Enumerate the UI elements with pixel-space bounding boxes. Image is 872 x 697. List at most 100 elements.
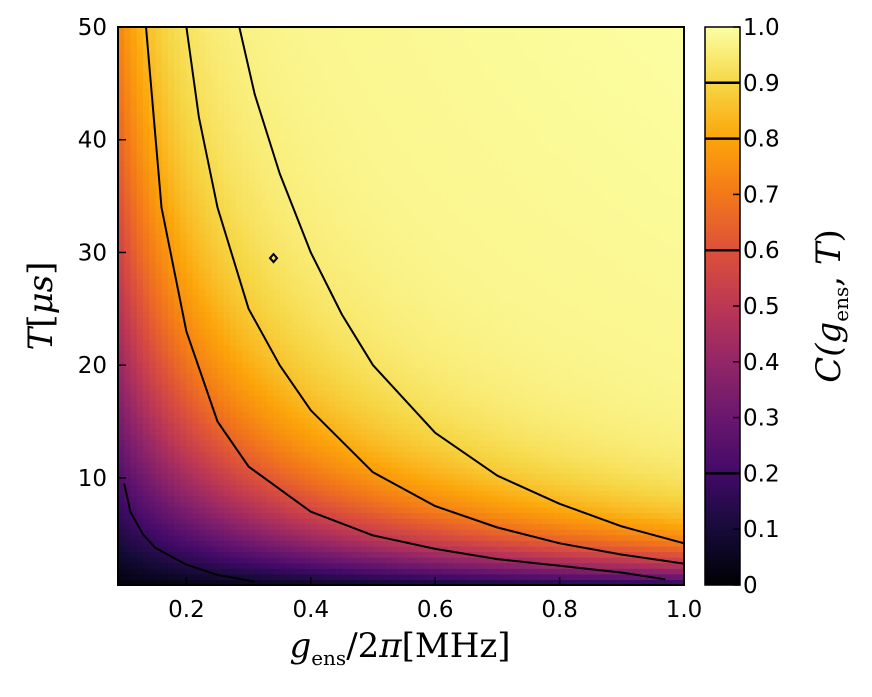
heatmap-cell [329,49,337,56]
heatmap-cell [422,473,430,480]
heatmap-cell [161,579,169,585]
heatmap-cell [285,250,293,257]
heatmap-cell [379,378,387,385]
heatmap-cell [354,71,362,78]
heatmap-cell [155,518,163,525]
heatmap-cell [136,43,144,50]
heatmap-cell [130,194,138,201]
heatmap-cell [354,99,362,106]
heatmap-cell [217,389,225,396]
heatmap-cell [366,38,374,45]
heatmap-cell [404,484,411,491]
heatmap-cell [124,300,132,307]
heatmap-cell [211,110,219,117]
heatmap-cell [397,406,405,413]
heatmap-cell [397,283,405,290]
heatmap-cell [242,439,250,447]
heatmap-cell [167,144,175,151]
heatmap-cell [223,579,231,585]
heatmap-cell [173,501,181,508]
heatmap-cell [229,434,237,441]
heatmap-cell [118,250,125,257]
heatmap-cell [416,222,424,229]
heatmap-cell [292,127,299,134]
heatmap-cell [118,378,125,385]
heatmap-cell [248,272,256,279]
heatmap-cell [124,579,132,585]
heatmap-cell [267,384,275,391]
heatmap-cell [205,38,212,45]
heatmap-cell [379,71,387,78]
heatmap-cell [167,160,175,168]
heatmap-cell [366,216,374,223]
heatmap-cell [341,227,349,235]
heatmap-cell [397,506,405,514]
heatmap-cell [341,233,349,240]
heatmap-cell [217,43,225,50]
heatmap-cell [379,60,387,67]
heatmap-cell [149,54,156,62]
heatmap-cell [273,406,281,413]
heatmap-cell [335,289,343,296]
heatmap-cell [155,512,163,519]
heatmap-cell [348,211,355,218]
heatmap-cell [292,66,299,73]
heatmap-cell [267,77,275,84]
heatmap-cell [348,294,355,302]
heatmap-cell [366,428,374,435]
heatmap-cell [279,261,287,268]
heatmap-cell [410,205,418,212]
heatmap-cell [248,38,256,45]
heatmap-cell [149,199,156,207]
heatmap-cell [422,372,430,380]
heatmap-cell [354,356,362,363]
heatmap-cell [410,423,418,430]
heatmap-cell [410,451,418,458]
heatmap-cell [354,261,362,268]
heatmap-cell [217,272,225,279]
heatmap-cell [404,300,411,307]
heatmap-cell [124,306,132,313]
heatmap-cell [248,372,256,380]
heatmap-cell [360,361,368,368]
heatmap-cell [223,456,231,463]
heatmap-cell [136,333,144,341]
heatmap-cell [192,456,200,463]
heatmap-cell [366,417,374,424]
heatmap-cell [236,445,243,452]
heatmap-cell [192,473,200,480]
heatmap-cell [217,82,225,89]
heatmap-cell [130,88,138,95]
heatmap-cell [298,445,306,452]
heatmap-cell [211,27,219,34]
heatmap-cell [223,473,231,480]
heatmap-cell [397,160,405,168]
heatmap-cell [348,579,355,585]
heatmap-cell [198,172,206,179]
heatmap-cell [211,395,219,402]
heatmap-cell [223,93,231,101]
heatmap-cell [273,518,281,525]
heatmap-cell [317,434,324,441]
heatmap-cell [205,545,212,553]
heatmap-cell [217,529,225,536]
heatmap-cell [217,205,225,212]
heatmap-cell [180,166,188,173]
heatmap-cell [167,412,175,419]
heatmap-cell [198,250,206,257]
heatmap-cell [323,250,331,257]
heatmap-cell [410,573,418,581]
heatmap-cell [310,60,318,67]
heatmap-cell [416,512,424,519]
heatmap-cell [273,250,281,257]
heatmap-cell [236,250,243,257]
heatmap-cell [366,71,374,78]
heatmap-cell [254,133,262,140]
heatmap-cell [310,478,318,486]
heatmap-cell [261,227,268,235]
heatmap-cell [298,27,306,34]
heatmap-cell [354,551,362,558]
heatmap-cell [329,27,337,34]
heatmap-cell [317,110,324,117]
heatmap-cell [186,99,194,106]
